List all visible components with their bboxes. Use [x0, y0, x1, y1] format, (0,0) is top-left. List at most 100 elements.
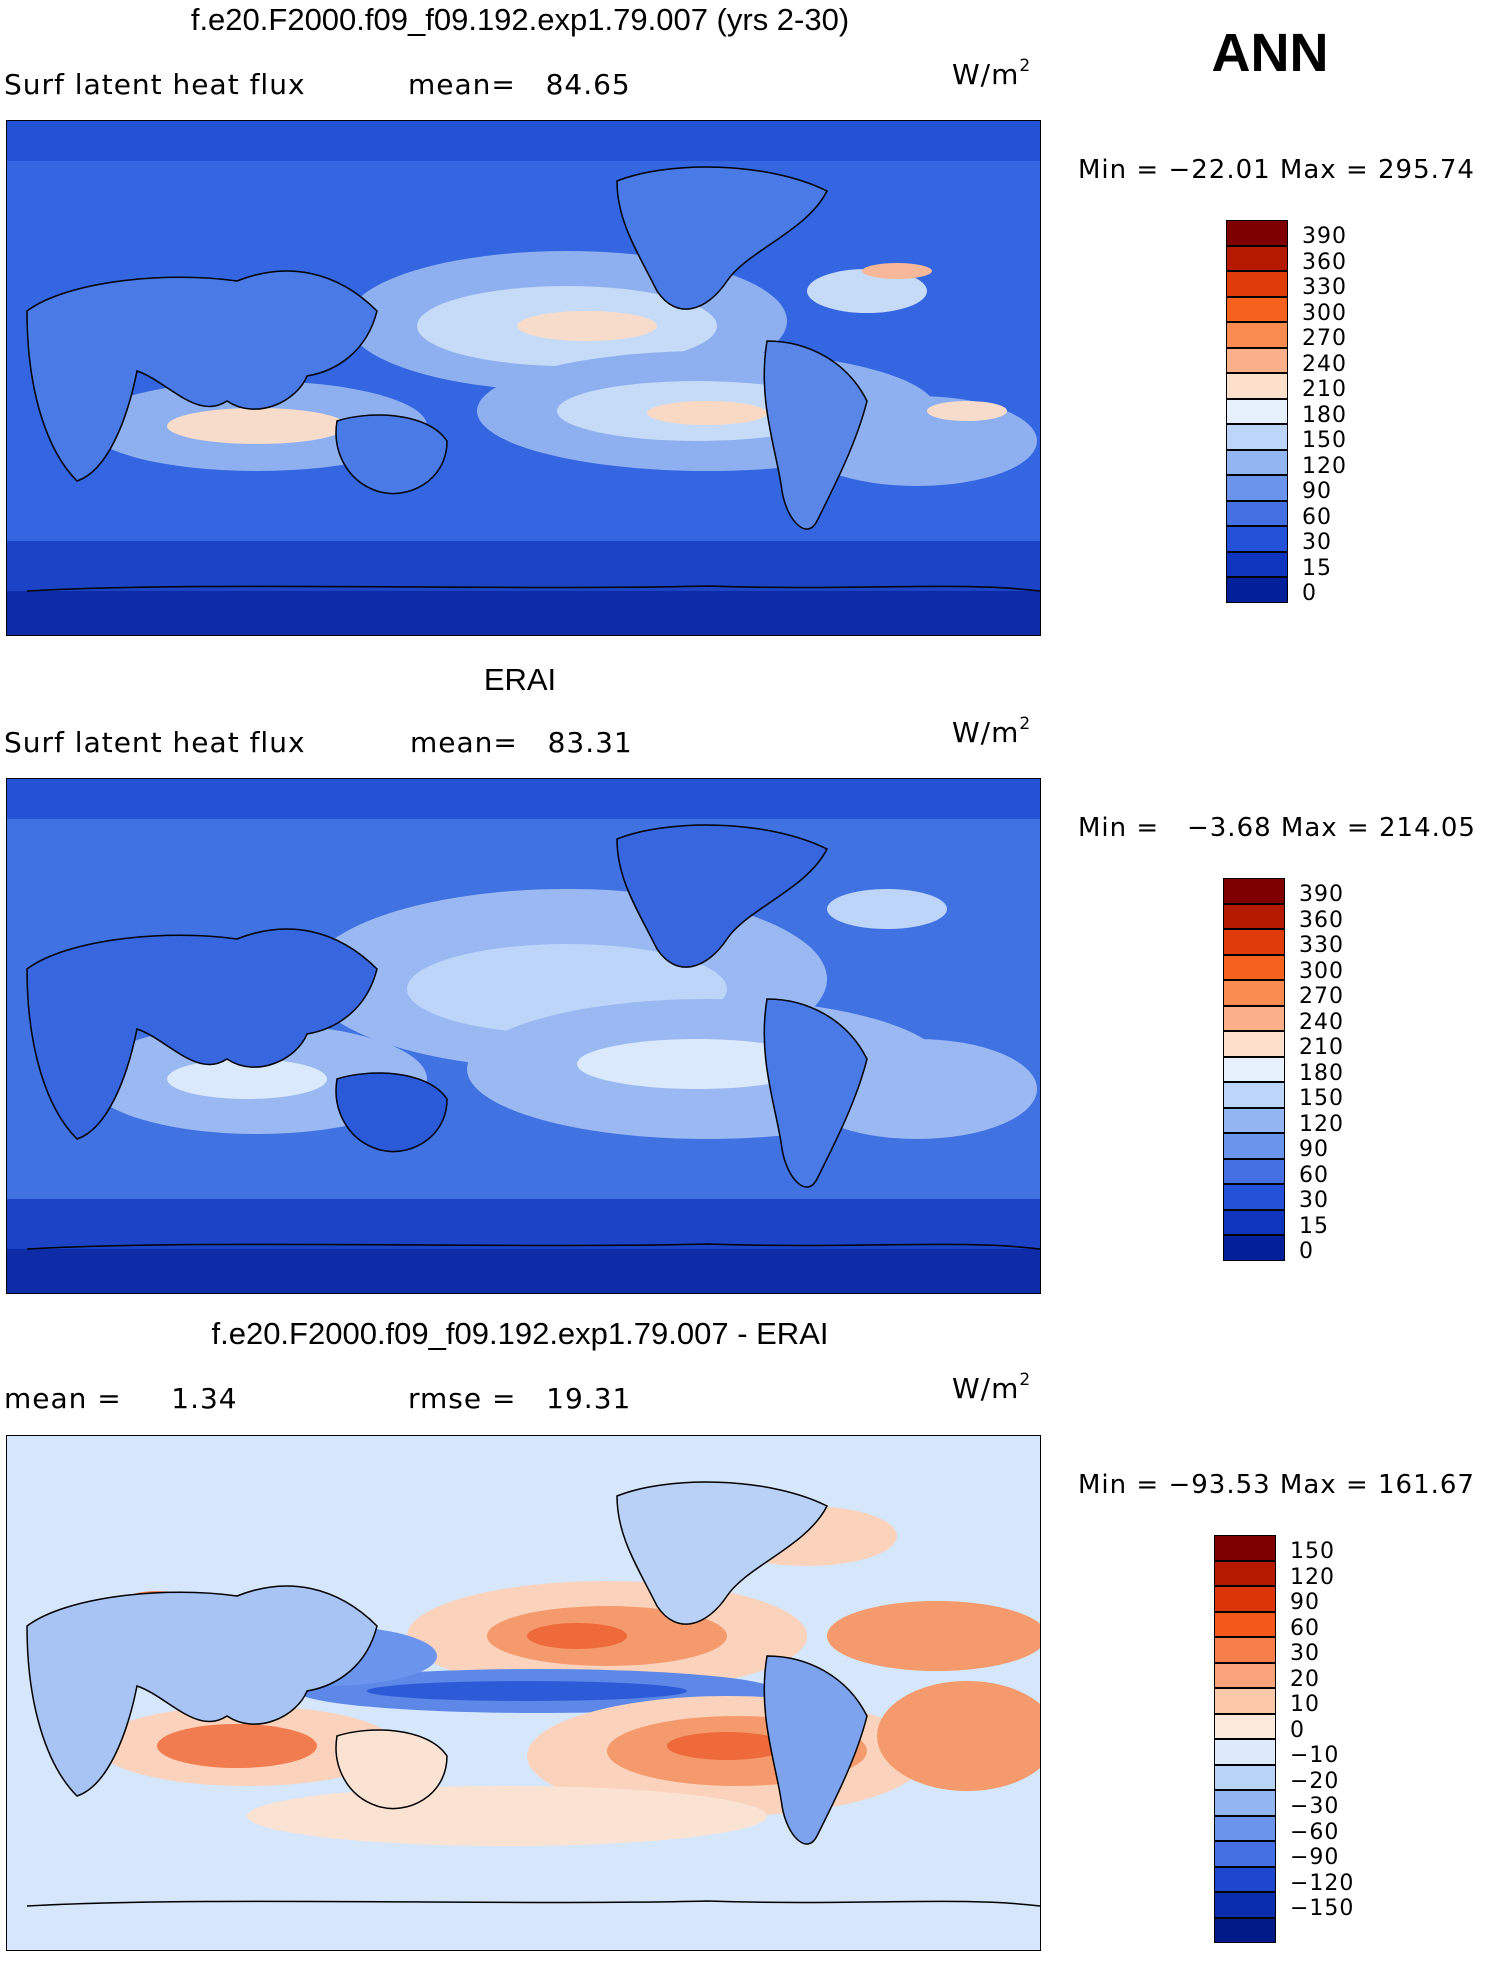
- colorbar-swatch: [1214, 1892, 1276, 1918]
- colorbar-swatch: [1226, 245, 1288, 271]
- colorbar-swatch: [1226, 271, 1288, 297]
- colorbar-label: 60: [1290, 1615, 1320, 1641]
- colorbar-swatch: [1214, 1586, 1276, 1612]
- colorbar-swatch: [1214, 1739, 1276, 1765]
- panel1-mean-value: mean= 84.65: [408, 68, 631, 101]
- colorbar-swatch: [1223, 878, 1285, 904]
- colorbar-swatch: [1223, 1235, 1285, 1261]
- colorbar-swatch: [1226, 551, 1288, 577]
- season-label: ANN: [1211, 23, 1329, 83]
- colorbar-label: 0: [1302, 581, 1317, 606]
- colorbar-label: 15: [1299, 1213, 1329, 1239]
- colorbar-label: 30: [1290, 1641, 1320, 1666]
- colorbar-label: 60: [1302, 504, 1332, 530]
- colorbar-swatch: [1226, 347, 1288, 373]
- colorbar-swatch: [1226, 322, 1288, 348]
- colorbar-label: 90: [1299, 1137, 1329, 1162]
- colorbar-label: 240: [1299, 1009, 1344, 1035]
- colorbar-swatch: [1214, 1637, 1276, 1663]
- colorbar-swatch: [1223, 929, 1285, 955]
- panel3-rmse-value: rmse = 19.31: [408, 1382, 632, 1415]
- colorbar-label: 300: [1302, 300, 1347, 326]
- colorbar-swatch: [1214, 1688, 1276, 1714]
- colorbar-swatch: [1223, 1031, 1285, 1057]
- colorbar-label: −30: [1290, 1794, 1340, 1819]
- colorbar-label: −120: [1290, 1870, 1355, 1896]
- colorbar-label: 120: [1299, 1111, 1344, 1137]
- panel2-variable-label: Surf latent heat flux: [4, 726, 306, 759]
- colorbar-label: 270: [1302, 326, 1347, 351]
- colorbar-label: 330: [1302, 275, 1347, 300]
- colorbar-label: 20: [1290, 1666, 1320, 1692]
- panel2-title: ERAI: [483, 662, 557, 697]
- colorbar-swatch: [1226, 577, 1288, 603]
- colorbar-swatch: [1214, 1764, 1276, 1790]
- colorbar-swatch: [1223, 1209, 1285, 1235]
- panel1-min-max: Min = −22.01 Max = 295.74: [1078, 155, 1475, 185]
- colorbar-swatch: [1223, 1133, 1285, 1159]
- colorbar-label: 210: [1302, 377, 1347, 402]
- colorbar-label: −150: [1290, 1896, 1355, 1921]
- panel3-min-max: Min = −93.53 Max = 161.67: [1078, 1470, 1475, 1500]
- colorbar-swatch: [1214, 1917, 1276, 1943]
- colorbar-swatch: [1214, 1713, 1276, 1739]
- colorbar-swatch: [1214, 1560, 1276, 1586]
- colorbar-swatch: [1214, 1535, 1276, 1561]
- colorbar-swatch: [1214, 1841, 1276, 1867]
- colorbar-label: 240: [1302, 351, 1347, 377]
- colorbar-label: 210: [1299, 1035, 1344, 1060]
- panel2-min-max: Min = −3.68 Max = 214.05: [1078, 813, 1476, 843]
- colorbar-swatch: [1226, 296, 1288, 322]
- panel2-map: [6, 778, 1041, 1294]
- colorbar-swatch: [1226, 475, 1288, 501]
- colorbar-label: 90: [1302, 479, 1332, 504]
- colorbar-swatch: [1223, 1158, 1285, 1184]
- colorbar-label: 150: [1302, 428, 1347, 453]
- colorbar-swatch: [1226, 500, 1288, 526]
- panel1-unit: W/m2: [952, 56, 1032, 91]
- panel1-title: f.e20.F2000.f09_f09.192.exp1.79.007 (yrs…: [190, 2, 850, 37]
- colorbar-label: 180: [1299, 1060, 1344, 1086]
- colorbar-swatch: [1223, 1082, 1285, 1108]
- colorbar-label: 390: [1302, 224, 1347, 249]
- colorbar-label: 360: [1302, 249, 1347, 275]
- panel3-unit: W/m2: [952, 1370, 1032, 1405]
- colorbar-label: 330: [1299, 933, 1344, 958]
- colorbar-swatch: [1226, 373, 1288, 399]
- colorbar-swatch: [1214, 1866, 1276, 1892]
- colorbar-swatch: [1223, 1056, 1285, 1082]
- colorbar-swatch: [1223, 954, 1285, 980]
- colorbar-swatch: [1214, 1790, 1276, 1816]
- colorbar-label: 30: [1302, 530, 1332, 555]
- colorbar-label: −20: [1290, 1768, 1340, 1794]
- colorbar-label: 0: [1290, 1717, 1305, 1743]
- colorbar-label: 300: [1299, 958, 1344, 984]
- colorbar-swatch: [1226, 424, 1288, 450]
- colorbar-label: 120: [1290, 1564, 1335, 1590]
- panel1-map: [6, 120, 1041, 636]
- colorbar-label: 30: [1299, 1188, 1329, 1213]
- colorbar-swatch: [1226, 449, 1288, 475]
- colorbar-label: −90: [1290, 1845, 1340, 1870]
- colorbar-label: 15: [1302, 555, 1332, 581]
- panel1-variable-label: Surf latent heat flux: [4, 68, 306, 101]
- colorbar-swatch: [1214, 1662, 1276, 1688]
- colorbar-label: 120: [1302, 453, 1347, 479]
- colorbar-label: 0: [1299, 1239, 1314, 1264]
- colorbar-swatch: [1214, 1815, 1276, 1841]
- colorbar-swatch: [1223, 1107, 1285, 1133]
- colorbar-label: 390: [1299, 882, 1344, 907]
- colorbar-label: 150: [1299, 1086, 1344, 1111]
- colorbar-label: −10: [1290, 1743, 1340, 1768]
- colorbar-label: 150: [1290, 1539, 1335, 1564]
- colorbar-label: 180: [1302, 402, 1347, 428]
- colorbar-label: 90: [1290, 1590, 1320, 1615]
- colorbar-swatch: [1226, 526, 1288, 552]
- colorbar-swatch: [1223, 1005, 1285, 1031]
- panel2-unit: W/m2: [952, 714, 1032, 749]
- colorbar-label: 360: [1299, 907, 1344, 933]
- colorbar-swatch: [1223, 980, 1285, 1006]
- colorbar-label: 270: [1299, 984, 1344, 1009]
- colorbar-swatch: [1226, 220, 1288, 246]
- panel3-title: f.e20.F2000.f09_f09.192.exp1.79.007 - ER…: [211, 1316, 829, 1351]
